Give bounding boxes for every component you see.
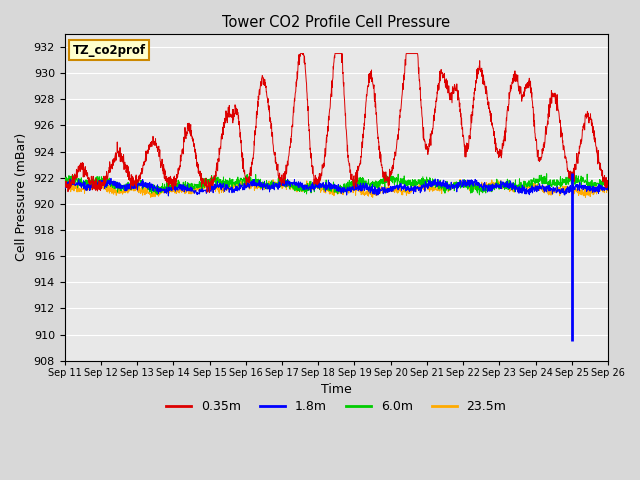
Title: Tower CO2 Profile Cell Pressure: Tower CO2 Profile Cell Pressure: [222, 15, 451, 30]
Y-axis label: Cell Pressure (mBar): Cell Pressure (mBar): [15, 133, 28, 262]
Text: TZ_co2prof: TZ_co2prof: [73, 44, 146, 57]
X-axis label: Time: Time: [321, 383, 352, 396]
Legend: 0.35m, 1.8m, 6.0m, 23.5m: 0.35m, 1.8m, 6.0m, 23.5m: [161, 395, 511, 418]
